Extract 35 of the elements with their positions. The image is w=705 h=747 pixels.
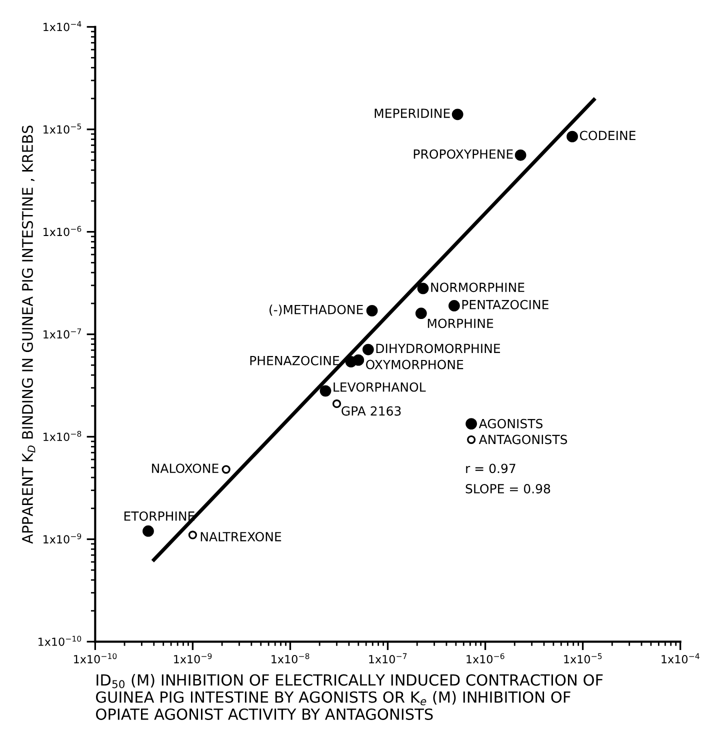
x-tick-label: 1x10$^{−6}$ [466, 653, 504, 664]
y-tick-label: 1x10$^{−7}$ [44, 328, 82, 339]
annotation: PHENAZOCINE [250, 356, 340, 366]
annotation: ETORPHINE [124, 511, 194, 521]
annotation: (-)METHADONE [270, 304, 363, 316]
y-tick-label: 1x10$^{−6}$ [44, 226, 82, 236]
y-tick-label: 1x10$^{−4}$ [44, 21, 82, 32]
annotation: LEVORPHANOL [334, 382, 426, 392]
x-axis-title: ID$_{50}$ (M) INHIBITION OF ELECTRICALLY INDUCED CONTRACTION OF GUINEA PIG INTESTINE BY AGONISTS OR K$_{e}$ (M) INHIBITION OF OPIATE AGONIST ACTIVITY BY ANTAGONISTS [96, 674, 603, 720]
annotation: OXYMORPHONE [366, 360, 464, 370]
annotation: PROPOXYPHENE [414, 149, 513, 159]
annotation: r = 0.97 [466, 464, 516, 474]
y-tick-label: 1x10$^{−5}$ [44, 124, 81, 134]
legend-label: ANTAGONISTS [478, 434, 568, 444]
x-tick-label: 1x10$^{−4}$ [662, 653, 700, 664]
annotation: NALOXONE [152, 464, 218, 474]
legend-label: AGONISTS [478, 418, 542, 428]
x-tick-label: 1x10$^{−7}$ [369, 653, 407, 664]
x-tick-label: 1x10$^{−9}$ [174, 653, 212, 664]
annotation: CODEINE [580, 130, 636, 140]
x-tick-label: 1x10$^{−10}$ [74, 653, 117, 664]
y-tick-label: 1x10$^{−9}$ [44, 533, 82, 544]
annotation: DIHYDROMORPHINE [376, 344, 500, 354]
y-axis-title: APPARENT K$_{D}$ BINDING IN GUINEA PIG INTESTINE , KREBS [22, 126, 36, 544]
annotation: PENTAZOCINE [462, 300, 548, 310]
annotation: SLOPE = 0.98 [466, 484, 550, 494]
annotation: NORMORPHINE [431, 282, 524, 292]
y-tick-label: 1x10$^{−10}$ [38, 636, 82, 646]
annotation: NALTREXONE [200, 532, 282, 542]
annotation: MORPHINE [428, 318, 494, 328]
x-tick-label: 1x10$^{−8}$ [272, 653, 310, 664]
y-tick-label: 1x10$^{−8}$ [44, 430, 82, 442]
x-tick-label: 1x10$^{−5}$ [564, 653, 602, 664]
annotation: MEPERIDINE [374, 108, 450, 118]
annotation: GPA 2163 [342, 406, 401, 416]
